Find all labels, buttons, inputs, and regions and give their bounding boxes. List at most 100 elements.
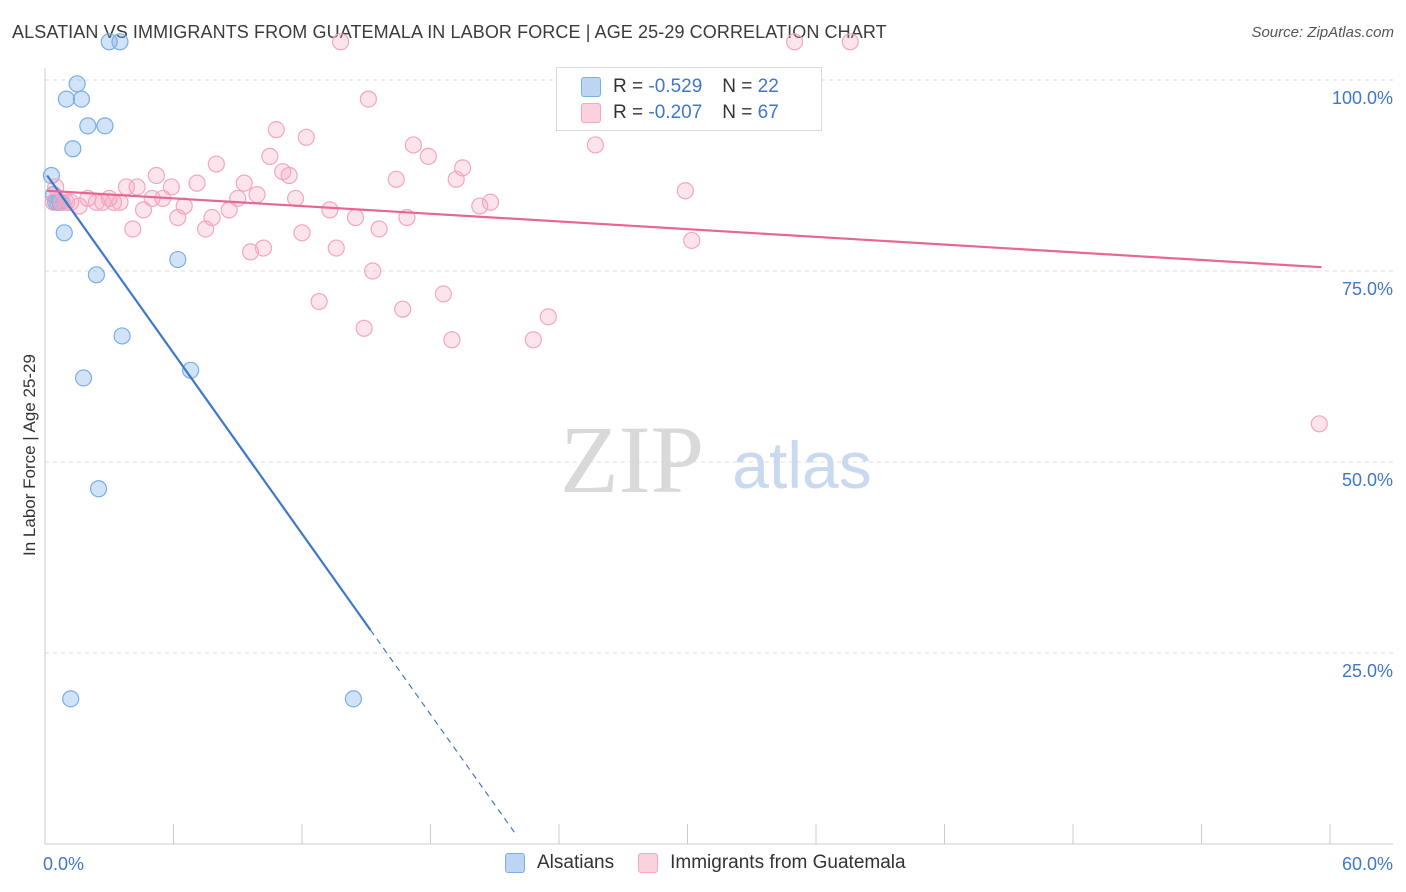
legend-swatch-alsatians	[505, 853, 525, 873]
watermark-atlas: atlas	[732, 428, 871, 502]
legend-n-label: N =	[722, 76, 753, 97]
data-point	[434, 285, 452, 303]
data-point	[841, 33, 859, 51]
data-point	[481, 193, 500, 211]
legend-label-alsatians: Alsatians	[537, 852, 615, 873]
data-point	[286, 189, 305, 208]
legend-n-value: 22	[757, 76, 779, 97]
stats-legend: R = -0.529 N = 22 R = -0.207 N = 67	[556, 67, 822, 131]
data-point	[87, 266, 106, 284]
data-point	[327, 239, 345, 257]
data-point	[586, 136, 605, 154]
data-point	[254, 239, 273, 257]
data-points	[42, 33, 1328, 708]
data-point	[370, 220, 388, 238]
data-point	[79, 117, 97, 135]
x-tick-label: 60.0%	[1342, 854, 1393, 874]
legend-row-alsatians: R = -0.529 N = 22	[581, 75, 779, 99]
data-point	[72, 90, 91, 108]
data-point	[359, 90, 377, 108]
y-tick-label: 50.0%	[1342, 470, 1393, 490]
data-point	[64, 140, 82, 158]
data-point	[96, 117, 114, 135]
data-point	[364, 262, 382, 280]
x-tick-label: 0.0%	[43, 854, 84, 874]
y-tick-label: 75.0%	[1342, 279, 1393, 299]
data-point	[55, 224, 73, 242]
y-tick-label: 25.0%	[1342, 661, 1393, 681]
data-point	[297, 128, 315, 146]
legend-swatch-guatemala	[638, 853, 659, 873]
data-point	[111, 193, 129, 211]
data-point	[134, 201, 153, 219]
trend-line-extension	[370, 629, 517, 836]
legend-r-value: -0.207	[648, 102, 703, 123]
data-point	[310, 292, 328, 311]
data-point	[62, 690, 80, 708]
gridlines	[45, 79, 1393, 654]
data-point	[169, 250, 187, 269]
data-point	[113, 327, 131, 345]
trend-line	[46, 174, 372, 631]
data-point	[203, 208, 221, 227]
data-point	[443, 331, 461, 349]
data-point	[394, 300, 412, 318]
legend-label-guatemala: Immigrants from Guatemala	[670, 852, 906, 873]
source-credit: Source: ZipAtlas.com	[1251, 24, 1394, 41]
legend-item-alsatians[interactable]: Alsatians	[505, 852, 614, 874]
legend-swatch-guatemala	[581, 103, 601, 123]
data-point	[147, 166, 165, 185]
data-point	[207, 155, 225, 173]
trend-lines	[46, 174, 1322, 836]
data-point	[387, 170, 405, 188]
data-point	[321, 201, 339, 219]
axes	[44, 68, 1393, 845]
data-point	[471, 197, 489, 215]
data-point	[74, 369, 93, 387]
data-point	[785, 33, 804, 51]
data-point	[404, 136, 422, 154]
data-point	[454, 159, 472, 177]
tick-labels: 25.0% 50.0% 75.0% 100.0% 0.0% 60.0%	[43, 88, 1393, 874]
series-legend: Alsatians Immigrants from Guatemala	[505, 852, 930, 874]
data-point	[1310, 415, 1328, 433]
data-point	[261, 147, 279, 165]
data-point	[355, 319, 373, 337]
data-point	[89, 480, 108, 498]
data-point	[111, 33, 129, 51]
data-point	[524, 331, 542, 349]
legend-r-label: R =	[613, 102, 644, 123]
data-point	[331, 33, 350, 51]
legend-row-guatemala: R = -0.207 N = 67	[581, 101, 779, 125]
data-point	[57, 90, 76, 108]
data-point	[293, 224, 311, 242]
data-point	[175, 197, 193, 215]
data-point	[229, 189, 247, 208]
data-point	[124, 220, 142, 238]
legend-r-value: -0.529	[648, 76, 703, 97]
legend-r-label: R =	[613, 76, 644, 97]
data-point	[539, 308, 557, 326]
y-tick-label: 100.0%	[1332, 88, 1393, 108]
legend-n-value: 67	[757, 102, 779, 123]
trend-line	[47, 189, 1322, 269]
data-point	[68, 75, 86, 93]
data-point	[676, 182, 694, 200]
watermark-zip: ZIP	[560, 406, 704, 513]
data-point	[128, 178, 146, 196]
chart-title: ALSATIAN VS IMMIGRANTS FROM GUATEMALA IN…	[12, 22, 887, 42]
legend-item-guatemala[interactable]: Immigrants from Guatemala	[638, 852, 906, 874]
data-point	[188, 174, 206, 192]
data-point	[683, 231, 701, 250]
legend-swatch-alsatians	[581, 77, 601, 97]
data-point	[419, 147, 437, 165]
data-point	[242, 243, 260, 261]
legend-n-label: N =	[722, 102, 753, 123]
data-point	[235, 174, 253, 192]
data-point	[346, 208, 365, 227]
data-point	[344, 690, 362, 708]
data-point	[162, 178, 180, 196]
data-point	[280, 166, 298, 185]
data-point	[248, 186, 266, 204]
